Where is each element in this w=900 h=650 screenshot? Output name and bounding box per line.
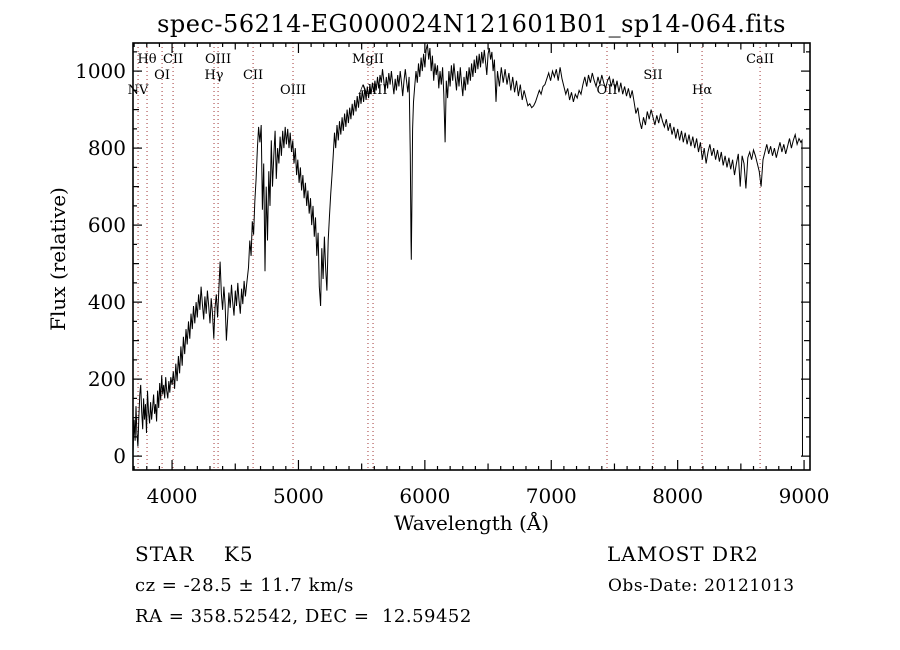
svg-text:5000: 5000 [273, 484, 324, 508]
svg-text:OIII: OIII [280, 83, 306, 98]
svg-text:NV: NV [128, 83, 149, 98]
svg-text:SII: SII [643, 68, 662, 83]
svg-text:800: 800 [88, 136, 126, 160]
coordinates-text: RA = 358.52542, DEC = 12.59452 [135, 606, 472, 627]
svg-text:OI: OI [154, 68, 170, 83]
svg-text:0: 0 [113, 444, 126, 468]
svg-text:200: 200 [88, 367, 126, 391]
obs-date-text: Obs-Date: 20121013 [608, 576, 795, 596]
y-axis-label: Flux (relative) [46, 187, 70, 331]
page-title: spec-56214-EG000024N121601B01_sp14-064.f… [157, 10, 786, 38]
svg-text:1000: 1000 [75, 59, 126, 83]
svg-text:7000: 7000 [526, 484, 577, 508]
svg-text:6000: 6000 [399, 484, 450, 508]
svg-text:OII: OII [597, 83, 618, 98]
svg-text:CII: CII [243, 68, 263, 83]
svg-text:Hα: Hα [692, 83, 712, 98]
svg-text:Hγ: Hγ [204, 68, 223, 83]
svg-text:400: 400 [88, 290, 126, 314]
svg-text:4000: 4000 [147, 484, 198, 508]
x-axis-label: Wavelength (Å) [393, 511, 550, 535]
svg-text:9000: 9000 [779, 484, 830, 508]
svg-text:600: 600 [88, 213, 126, 237]
svg-text:OIII: OIII [205, 52, 231, 67]
radial-velocity-text: cz = -28.5 ± 11.7 km/s [135, 575, 354, 596]
svg-text:8000: 8000 [652, 484, 703, 508]
svg-text:CaII: CaII [746, 52, 774, 67]
svg-text:Hθ: Hθ [137, 52, 156, 67]
svg-text:CII: CII [163, 52, 183, 67]
survey-release-text: LAMOST DR2 [607, 542, 759, 566]
svg-text:MgII: MgII [352, 52, 384, 67]
object-class-text: STAR K5 [135, 542, 254, 566]
